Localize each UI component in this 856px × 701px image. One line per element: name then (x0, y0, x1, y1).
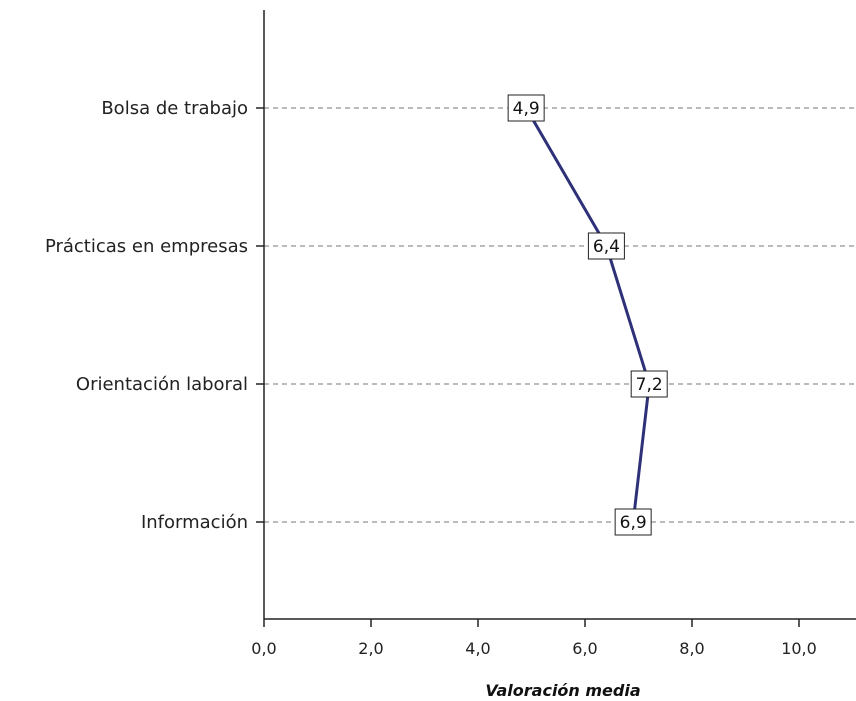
data-labels: 4,9 6,4 7,2 6,9 (507, 94, 668, 536)
gridlines (264, 107, 856, 523)
category-labels: Bolsa de trabajo Prácticas en empresas Ori… (45, 98, 264, 533)
data-label-box (630, 370, 668, 398)
series-polyline (524, 107, 651, 523)
x-tick-label: 10,0 (781, 639, 817, 658)
data-label-box (614, 508, 652, 536)
category-label: Información (141, 512, 248, 533)
data-label-text: 6,9 (620, 513, 647, 533)
axes (263, 10, 856, 620)
category-label: Orientación laboral (76, 374, 248, 395)
category-label: Bolsa de trabajo (101, 98, 248, 119)
x-axis-ticks: 0,0 2,0 4,0 6,0 8,0 10,0 (251, 619, 817, 658)
x-tick-label: 6,0 (572, 639, 597, 658)
data-label: 6,4 (587, 232, 625, 260)
x-tick-label: 2,0 (358, 639, 383, 658)
data-label-box (587, 232, 625, 260)
data-label: 7,2 (630, 370, 668, 398)
series-line (524, 107, 651, 523)
data-label-text: 6,4 (593, 237, 620, 257)
data-label-box (507, 94, 545, 122)
data-label: 6,9 (614, 508, 652, 536)
x-tick-label: 4,0 (465, 639, 490, 658)
data-label-text: 4,9 (513, 99, 540, 119)
data-label: 4,9 (507, 94, 545, 122)
category-label: Prácticas en empresas (45, 236, 248, 257)
x-tick-label: 8,0 (679, 639, 704, 658)
data-label-text: 7,2 (636, 375, 663, 395)
x-tick-label: 0,0 (251, 639, 276, 658)
x-axis-title: Valoración media (485, 681, 640, 700)
